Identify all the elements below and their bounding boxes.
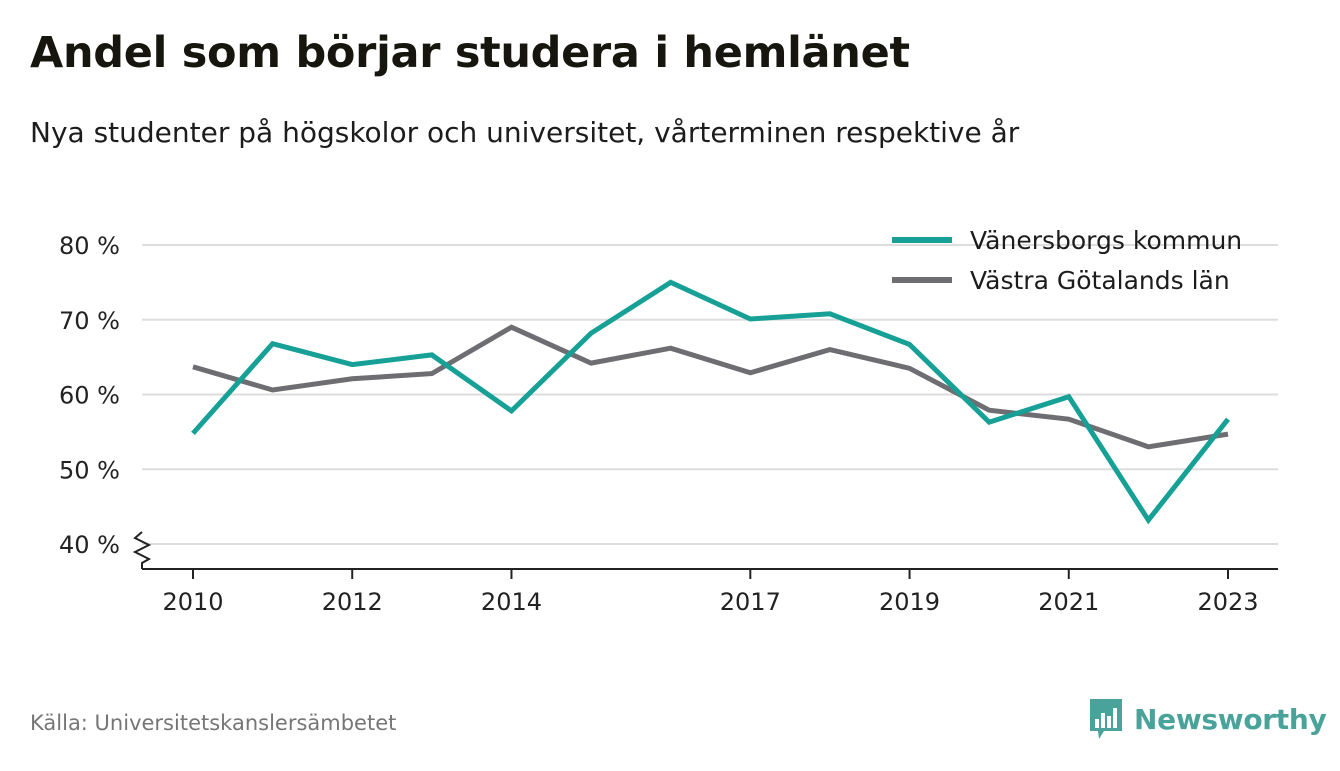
series-lines <box>191 279 1230 525</box>
x-tick-label: 2010 <box>162 588 223 616</box>
x-tick-label: 2012 <box>322 588 383 616</box>
y-tick-label: 50 % <box>59 456 120 484</box>
x-tick-label: 2014 <box>481 588 542 616</box>
x-tick-label: 2023 <box>1197 588 1258 616</box>
source-note: Källa: Universitetskanslersämbetet <box>30 711 397 735</box>
x-axis-tick-labels: 2010 2012 2014 2017 2019 2021 2023 <box>162 569 1259 616</box>
x-tick-label: 2019 <box>879 588 940 616</box>
legend-label: Vänersborgs kommun <box>970 226 1242 255</box>
grid-lines <box>142 244 1278 545</box>
x-tick-label: 2021 <box>1038 588 1099 616</box>
axis-break-marker <box>132 531 152 569</box>
line-chart: 40 %50 %60 %70 %80 % 2010 2012 2014 2017 201… <box>59 226 1278 616</box>
x-tick-label: 2017 <box>720 588 781 616</box>
chart-subtitle: Nya studenter på högskolor och universit… <box>30 116 1020 149</box>
y-axis-tick-labels: 40 % 50 % 60 % 70 % 80 % <box>59 232 120 559</box>
y-tick-label: 70 % <box>59 307 120 335</box>
y-tick-label: 80 % <box>59 232 120 260</box>
bar-chart-speech-bubble-icon <box>1090 699 1122 739</box>
series-line <box>191 279 1230 525</box>
brand-name: Newsworthy <box>1134 702 1327 736</box>
legend: Vänersborgs kommun Västra Götalands län <box>892 226 1242 295</box>
chart-title: Andel som börjar studera i hemlänet <box>30 28 910 78</box>
series-line <box>192 324 1229 450</box>
y-tick-label: 60 % <box>59 382 120 410</box>
legend-label: Västra Götalands län <box>970 266 1230 295</box>
y-tick-label: 40 % <box>59 531 120 559</box>
brand-logo[interactable]: Newsworthy <box>1088 697 1327 741</box>
x-axis <box>132 531 1278 570</box>
